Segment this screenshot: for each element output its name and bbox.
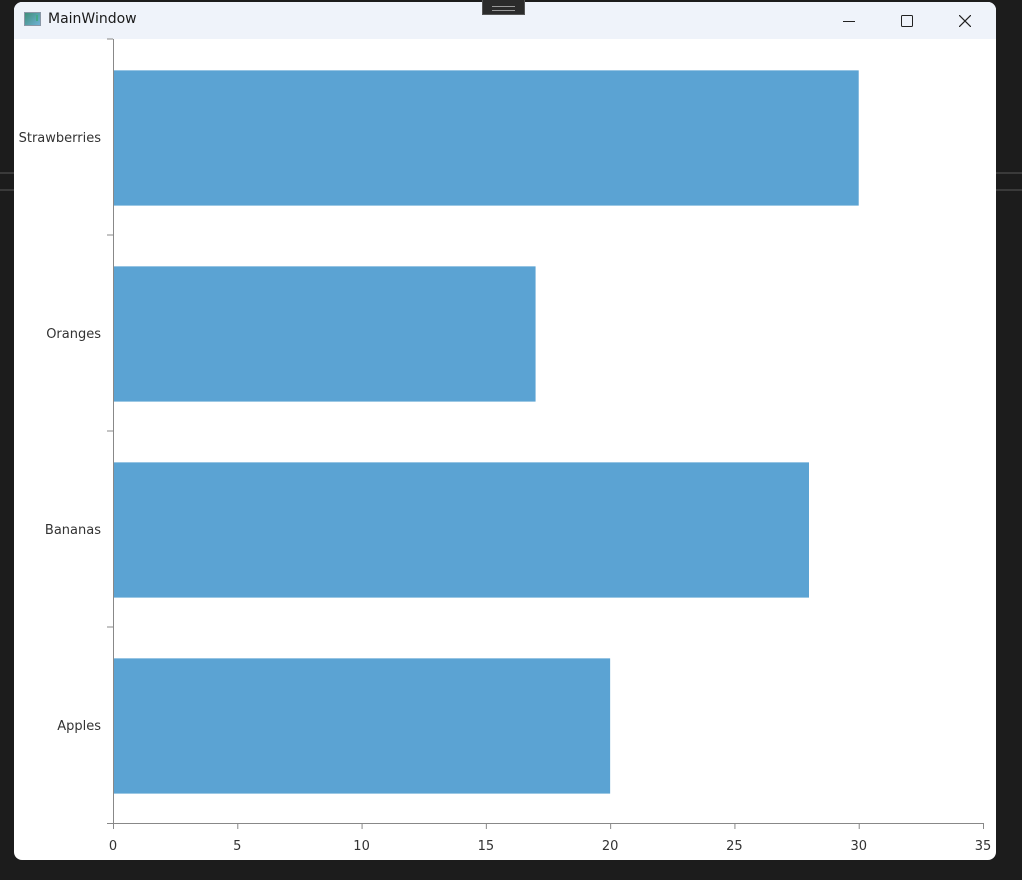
background-line [0, 172, 14, 174]
y-tick-label: Strawberries [19, 131, 102, 146]
x-tick-label: 10 [353, 839, 370, 854]
background-line [996, 189, 1022, 191]
main-window: MainWindow Apples Bananas Oranges Strawberr… [14, 2, 996, 860]
x-tick-label: 0 [109, 839, 117, 854]
close-icon [959, 14, 971, 27]
y-tick-label: Oranges [46, 327, 101, 342]
minimize-icon [843, 20, 855, 22]
window-title: MainWindow [48, 11, 137, 27]
x-tick-label: 35 [975, 839, 992, 854]
x-tick-label: 5 [233, 839, 241, 854]
bar-bananas [113, 462, 809, 598]
maximize-button[interactable] [878, 2, 936, 39]
bar-oranges [113, 266, 536, 402]
bar-apples [113, 658, 611, 794]
x-tick-label: 20 [602, 839, 619, 854]
x-tick-label: 25 [726, 839, 743, 854]
y-tick-label: Apples [57, 719, 101, 734]
background-line [0, 189, 14, 191]
app-icon [24, 12, 41, 26]
bar-chart: Apples Bananas Oranges Strawberries 0 5 10 15 20… [19, 38, 992, 854]
y-tick-label: Bananas [45, 523, 101, 538]
background-line [996, 172, 1022, 174]
minimize-button[interactable] [820, 2, 878, 39]
x-tick-label: 30 [850, 839, 867, 854]
maximize-icon [901, 14, 913, 27]
x-tick-label: 15 [478, 839, 495, 854]
drag-handle[interactable] [482, 0, 525, 15]
close-button[interactable] [936, 2, 994, 39]
bar-strawberries [113, 70, 859, 206]
